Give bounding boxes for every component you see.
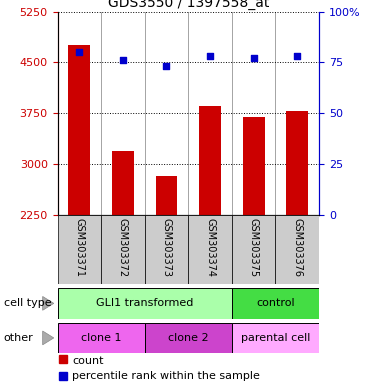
Text: GSM303372: GSM303372 (118, 218, 128, 278)
Text: cell type: cell type (4, 298, 51, 308)
Text: count: count (72, 356, 104, 366)
Bar (243, 117, 265, 215)
Title: GDS3550 / 1397558_at: GDS3550 / 1397558_at (108, 0, 269, 10)
Bar (275, 215, 319, 284)
Text: clone 1: clone 1 (81, 333, 121, 343)
Text: GSM303374: GSM303374 (205, 218, 215, 278)
Text: control: control (256, 298, 295, 308)
Text: GSM303373: GSM303373 (161, 218, 171, 278)
Point (120, 57, 126, 63)
Point (76, 49, 82, 55)
Text: GSM303375: GSM303375 (249, 218, 259, 278)
Point (164, 63, 170, 70)
Text: parental cell: parental cell (241, 333, 310, 343)
Bar (101, 215, 145, 284)
Text: GSM303371: GSM303371 (74, 218, 84, 278)
Bar (232, 288, 319, 319)
Bar (58, 323, 145, 353)
Text: other: other (4, 333, 33, 343)
Bar (58, 215, 101, 284)
Point (251, 55, 257, 61)
Bar (232, 215, 276, 284)
Bar (286, 111, 308, 215)
Bar (58, 288, 232, 319)
Bar (112, 151, 134, 215)
Text: clone 2: clone 2 (168, 333, 209, 343)
Text: percentile rank within the sample: percentile rank within the sample (72, 371, 260, 381)
Text: GLI1 transformed: GLI1 transformed (96, 298, 193, 308)
Bar (145, 215, 188, 284)
Bar (232, 323, 319, 353)
Bar (145, 323, 232, 353)
Bar (68, 45, 90, 215)
Bar (199, 106, 221, 215)
Point (294, 53, 300, 60)
Text: GSM303376: GSM303376 (292, 218, 302, 278)
Point (207, 53, 213, 60)
Bar (155, 176, 177, 215)
Bar (188, 215, 232, 284)
